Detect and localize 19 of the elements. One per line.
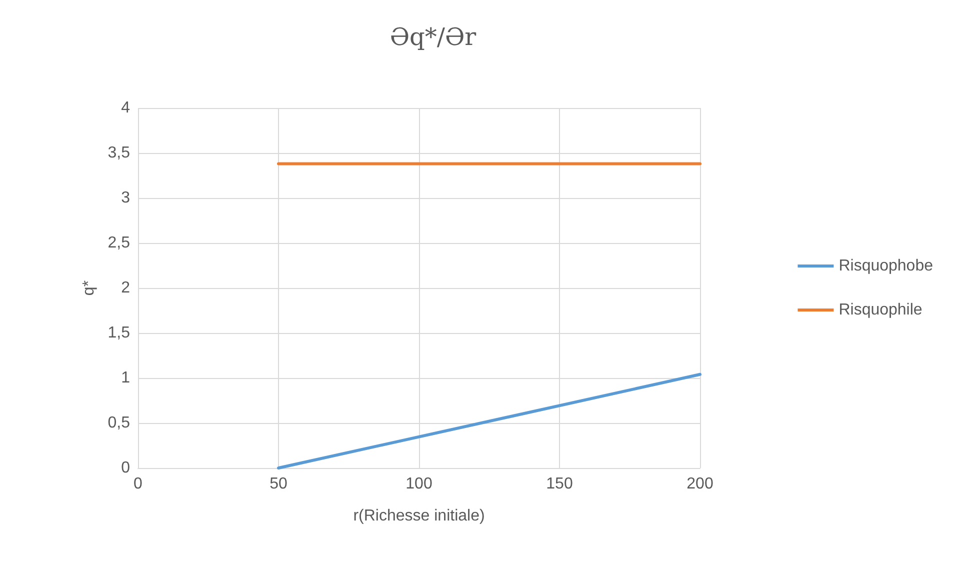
y-axis-title: q* — [80, 280, 98, 296]
y-tick-label: 2 — [121, 280, 130, 296]
x-tick-label: 200 — [686, 476, 714, 492]
x-tick-label: 0 — [134, 476, 143, 492]
legend-label: Risquophile — [838, 302, 922, 318]
y-tick-label: 3 — [121, 190, 130, 206]
x-tick-label: 50 — [270, 476, 288, 492]
y-tick-label: 1,5 — [108, 324, 130, 342]
x-axis-title: r(Richesse initiale) — [353, 508, 485, 524]
y-tick-label: 4 — [121, 100, 130, 116]
y-tick-label: 0 — [121, 460, 130, 476]
x-tick-label: 150 — [546, 476, 573, 492]
y-tick-label: 1 — [121, 370, 130, 386]
y-tick-label: 0,5 — [108, 414, 130, 432]
y-tick-label: 2,5 — [108, 234, 130, 252]
x-tick-label: 100 — [406, 476, 432, 492]
chart-title: Əq*/Ər — [390, 23, 477, 51]
y-tick-label: 3,5 — [108, 144, 130, 162]
legend-label: Risquophobe — [838, 258, 934, 274]
